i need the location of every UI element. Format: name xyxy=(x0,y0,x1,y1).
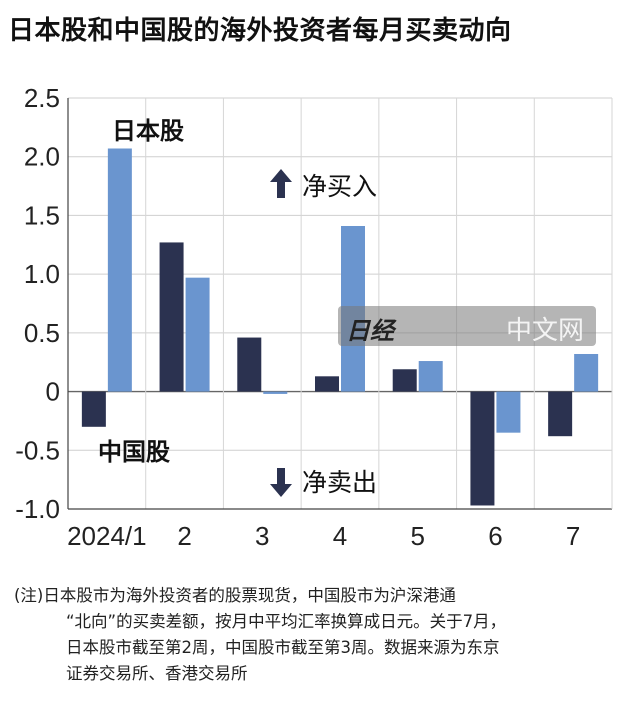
y-tick-label: 1.5 xyxy=(24,200,60,230)
y-tick-label: -0.5 xyxy=(15,435,60,465)
x-tick-label: 2024/1 xyxy=(67,521,147,551)
axes xyxy=(67,98,613,510)
watermark-logo: 日经 xyxy=(346,316,394,345)
bar-china xyxy=(392,369,417,392)
annotation-sell: 净卖出 xyxy=(302,468,377,497)
down-arrow-shape xyxy=(270,468,292,497)
footnote-line: 证券交易所、香港交易所 xyxy=(66,664,248,683)
bar-japan xyxy=(263,391,288,394)
series-label-japan: 日本股 xyxy=(112,117,184,145)
bar-japan xyxy=(185,277,210,392)
bar-china xyxy=(81,391,106,427)
footnote-line: “北向”的买卖差额，按月中平均汇率换算成日元。关于7月， xyxy=(66,612,507,631)
bar-china xyxy=(237,337,262,392)
x-tick-label: 3 xyxy=(255,521,269,551)
y-tick-label: 2.0 xyxy=(24,142,60,172)
x-tick-label: 5 xyxy=(410,521,424,551)
x-tick-label: 4 xyxy=(333,521,347,551)
bar-japan xyxy=(418,361,443,392)
watermark: 日经 中文网 xyxy=(338,306,596,346)
bar-china xyxy=(548,391,573,437)
bar-china xyxy=(159,242,184,392)
bar-china xyxy=(470,391,495,506)
watermark-text: 中文网 xyxy=(505,316,584,346)
bars xyxy=(81,148,599,506)
up-arrow-shape xyxy=(270,169,292,198)
x-tick-label: 2 xyxy=(177,521,191,551)
y-tick-label: 0 xyxy=(46,377,60,407)
footnote-line: 日本股市截至第2周，中国股市截至第3周。数据来源为东京 xyxy=(66,638,500,657)
footnote: (注)日本股市为海外投资者的股票现货，中国股市为沪深港通 “北向”的买卖差额，按… xyxy=(14,583,614,687)
y-tick-label: -1.0 xyxy=(15,494,60,524)
chart-title: 日本股和中国股的海外投资者每月买卖动向 xyxy=(8,16,512,46)
y-tick-label: 1.0 xyxy=(24,259,60,289)
bar-japan xyxy=(574,353,599,392)
series-label-china: 中国股 xyxy=(98,438,170,466)
down-arrow-icon xyxy=(270,468,292,497)
footnote-line: (注)日本股市为海外投资者的股票现货，中国股市为沪深港通 xyxy=(14,586,456,605)
bar-china xyxy=(315,376,339,392)
y-tick-label: 2.5 xyxy=(24,83,60,113)
bar-japan xyxy=(496,391,521,433)
x-tick-label: 6 xyxy=(488,521,502,551)
y-tick-label: 0.5 xyxy=(24,318,60,348)
x-tick-label: 7 xyxy=(566,521,580,551)
up-arrow-icon xyxy=(270,169,292,198)
annotation-buy: 净买入 xyxy=(302,172,377,201)
bar-japan xyxy=(107,148,132,392)
